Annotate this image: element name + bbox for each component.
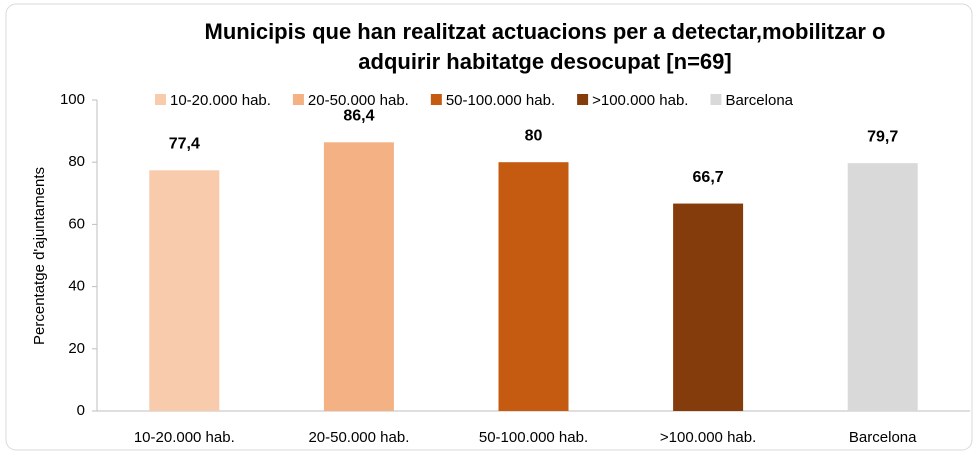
chart-title: adquirir habitatge desocupat [n=69] [358,49,731,74]
legend-label: 20-50.000 hab. [308,92,409,109]
bar [847,163,918,411]
data-label: 66,7 [693,169,724,186]
data-label: 79,7 [867,128,898,145]
bar [149,170,220,411]
x-tick-label: 50-100.000 hab. [479,429,588,446]
y-tick-label: 20 [68,340,85,357]
x-tick-label: 10-20.000 hab. [134,429,235,446]
data-label: 80 [525,127,543,144]
y-tick-label: 80 [68,153,85,170]
x-tick-label: Barcelona [849,429,917,446]
y-tick-label: 60 [68,215,85,232]
legend-swatch [710,94,722,105]
y-tick-label: 0 [77,402,85,419]
bar [323,142,394,411]
chart-title: Municipis que han realitzat actuacions p… [205,19,886,44]
y-axis-label: Percentatge d'ajuntaments [31,167,48,345]
legend-swatch [577,94,589,105]
y-tick-label: 100 [60,91,85,108]
bar [498,162,569,411]
legend-swatch [430,94,442,105]
y-tick-label: 40 [68,278,85,295]
legend-swatch [292,94,304,105]
legend-label: >100.000 hab. [592,92,688,109]
data-label: 77,4 [169,136,200,153]
legend-label: 50-100.000 hab. [446,92,555,109]
x-tick-label: >100.000 hab. [660,429,756,446]
x-tick-label: 20-50.000 hab. [308,429,409,446]
legend-label: Barcelona [725,92,793,109]
legend-label: 10-20.000 hab. [170,92,271,109]
legend-swatch [155,94,166,105]
bar [673,203,744,411]
data-label: 86,4 [343,108,374,125]
